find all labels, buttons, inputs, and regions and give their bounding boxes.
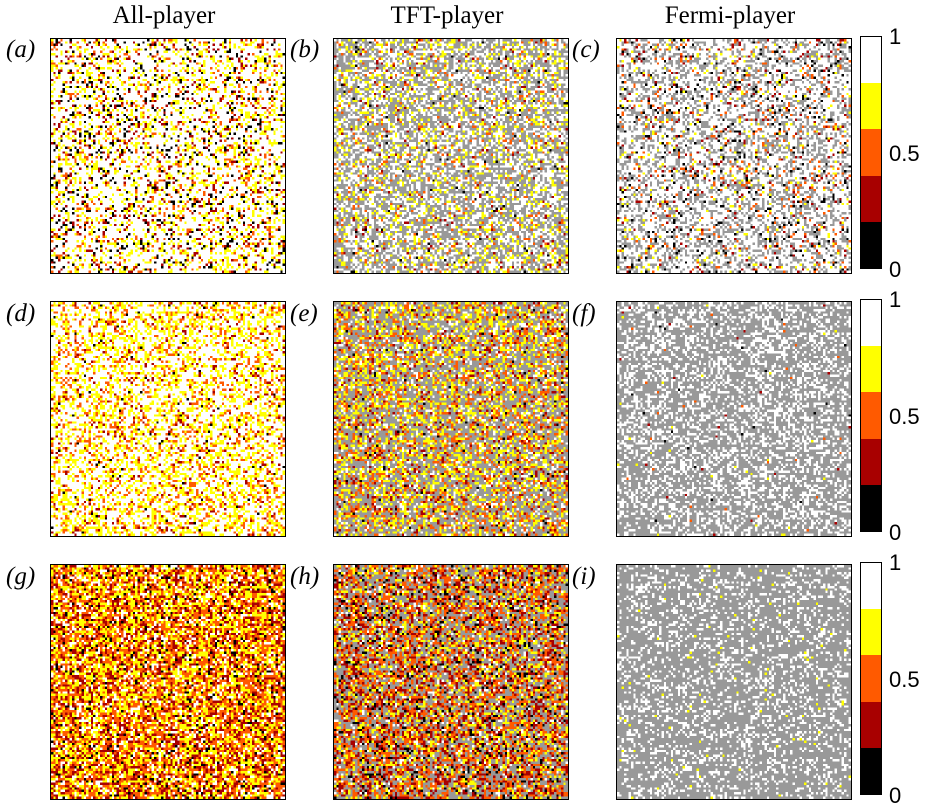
heatmap-panel-i xyxy=(616,564,852,800)
colorbar-bin xyxy=(861,655,881,702)
colorbar-3-tick-0: 0 xyxy=(889,783,902,808)
colorbar-bin xyxy=(861,563,881,610)
colorbar-bin xyxy=(861,484,881,531)
heatmap-panel-d xyxy=(50,301,286,537)
panel-label-e: (e) xyxy=(290,300,318,327)
colorbar-1-tick-0: 0 xyxy=(889,257,902,282)
heatmap-canvas-e xyxy=(334,302,568,536)
heatmap-panel-g xyxy=(50,564,286,800)
colorbar-row-1 xyxy=(860,36,882,269)
colorbar-2-tick-1: 1 xyxy=(889,287,902,312)
colorbar-bin xyxy=(861,37,881,84)
colorbar-2-tick-0-5: 0.5 xyxy=(889,404,920,429)
panel-label-f: (f) xyxy=(572,300,596,327)
colorbar-1-tick-0-5: 0.5 xyxy=(889,141,920,166)
heatmap-canvas-d xyxy=(51,302,285,536)
panel-label-g: (g) xyxy=(6,563,36,590)
heatmap-panel-f xyxy=(616,301,852,537)
colorbar-bin xyxy=(861,175,881,222)
panel-label-b: (b) xyxy=(290,36,320,63)
colorbar-bin xyxy=(861,747,881,794)
panel-label-h: (h) xyxy=(290,563,320,590)
colorbar-2-tick-0: 0 xyxy=(889,520,902,545)
panel-label-i: (i) xyxy=(572,563,596,590)
colorbar-bin xyxy=(861,300,881,347)
colorbar-3-tick-1: 1 xyxy=(889,550,902,575)
column-title-tft-player: TFT-player xyxy=(390,2,504,29)
colorbar-row-3 xyxy=(860,562,882,795)
panel-label-c: (c) xyxy=(572,36,600,63)
heatmap-panel-h xyxy=(333,564,569,800)
heatmap-panel-c xyxy=(616,38,852,274)
column-title-all-player: All-player xyxy=(112,2,216,29)
colorbar-row-2 xyxy=(860,299,882,532)
colorbar-bin xyxy=(861,609,881,656)
colorbar-bin xyxy=(861,701,881,748)
column-title-fermi-player: Fermi-player xyxy=(664,2,796,29)
heatmap-panel-a xyxy=(50,38,286,274)
heatmap-canvas-f xyxy=(617,302,851,536)
colorbar-bin xyxy=(861,346,881,393)
colorbar-bin xyxy=(861,392,881,439)
heatmap-canvas-b xyxy=(334,39,568,273)
colorbar-bin xyxy=(861,221,881,268)
colorbar-3-tick-0-5: 0.5 xyxy=(889,667,920,692)
heatmap-panel-e xyxy=(333,301,569,537)
heatmap-canvas-c xyxy=(617,39,851,273)
colorbar-1-tick-1: 1 xyxy=(889,24,902,49)
heatmap-canvas-h xyxy=(334,565,568,799)
heatmap-panel-b xyxy=(333,38,569,274)
panel-label-a: (a) xyxy=(6,36,36,63)
heatmap-canvas-g xyxy=(51,565,285,799)
panel-label-d: (d) xyxy=(6,300,36,327)
heatmap-canvas-i xyxy=(617,565,851,799)
heatmap-canvas-a xyxy=(51,39,285,273)
colorbar-bin xyxy=(861,438,881,485)
colorbar-bin xyxy=(861,129,881,176)
colorbar-bin xyxy=(861,83,881,130)
